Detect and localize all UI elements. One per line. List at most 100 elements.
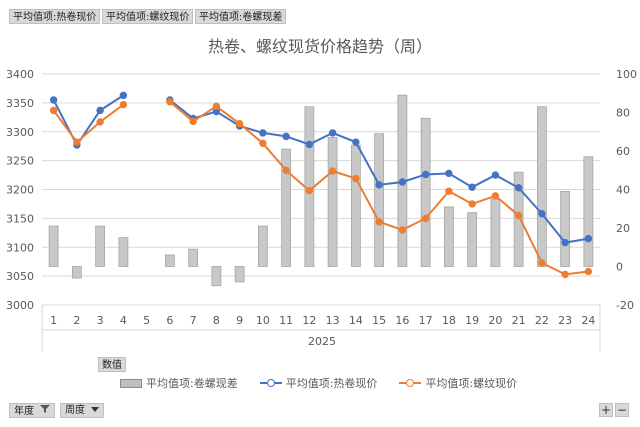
data-point xyxy=(352,174,360,183)
y-left-tick-label: 3350 xyxy=(6,97,34,110)
data-point xyxy=(561,238,569,247)
y-right-tick-label: 80 xyxy=(616,107,630,120)
grid xyxy=(41,73,601,352)
x-tick-label: 8 xyxy=(213,314,220,327)
bar xyxy=(560,191,571,267)
week-filter-label: 周度 xyxy=(65,405,85,416)
data-point xyxy=(491,192,500,200)
x-group-label: 2025 xyxy=(308,335,336,348)
bar xyxy=(374,133,385,267)
y-left-tick-label: 3400 xyxy=(6,68,34,81)
y-right-tick-label: 60 xyxy=(616,145,630,158)
data-point xyxy=(235,119,244,128)
data-point xyxy=(305,140,314,149)
bar xyxy=(467,212,478,267)
bar xyxy=(188,248,199,267)
data-point xyxy=(514,184,523,192)
data-point xyxy=(282,166,290,175)
y-left-tick-label: 3250 xyxy=(6,155,34,168)
zoom-in-button[interactable]: + xyxy=(599,403,613,417)
x-tick-label: 14 xyxy=(349,314,363,327)
year-filter-button[interactable]: 年度 xyxy=(9,403,56,419)
field-button-hot-coil[interactable]: 平均值项:热卷现价 xyxy=(9,9,101,24)
bar xyxy=(350,144,361,267)
data-point xyxy=(421,170,430,179)
bar xyxy=(490,198,501,267)
data-point xyxy=(73,138,81,146)
data-point xyxy=(468,183,476,191)
legend-label-spread: 平均值项:卷螺现差 xyxy=(146,377,238,390)
y-right-tick-label: 0 xyxy=(616,261,623,274)
data-point xyxy=(584,267,593,276)
data-point xyxy=(96,106,104,115)
x-tick-label: 4 xyxy=(120,314,127,327)
zoom-out-button[interactable]: − xyxy=(615,403,629,417)
bar xyxy=(211,266,222,287)
data-point xyxy=(468,200,476,208)
x-tick-label: 18 xyxy=(442,314,456,327)
data-point xyxy=(445,187,453,195)
x-tick-label: 11 xyxy=(279,314,293,327)
data-point xyxy=(398,226,407,234)
bar xyxy=(513,171,524,267)
bar xyxy=(536,106,547,267)
bar xyxy=(327,137,338,267)
x-tick-label: 23 xyxy=(558,314,572,327)
lines xyxy=(49,91,593,279)
data-point xyxy=(259,129,267,137)
bar xyxy=(443,206,454,267)
data-point xyxy=(445,169,453,178)
legend-item-hot-coil: 平均值项:热卷现价 xyxy=(259,375,377,391)
x-tick-label: 16 xyxy=(395,314,409,327)
data-point xyxy=(189,117,197,126)
y-left-tick-label: 3100 xyxy=(6,241,34,254)
x-tick-label: 1 xyxy=(50,314,57,327)
funnel-filter-icon xyxy=(40,404,51,419)
data-point xyxy=(259,139,267,148)
data-point xyxy=(491,171,500,179)
data-point xyxy=(398,178,407,186)
data-point xyxy=(584,234,593,243)
x-tick-label: 3 xyxy=(97,314,104,327)
data-point xyxy=(328,129,337,137)
chart-title: 热卷、螺纹现货价格趋势（周） xyxy=(208,37,432,56)
y-left-tick-label: 3200 xyxy=(6,184,34,197)
x-tick-label: 15 xyxy=(372,314,386,327)
data-point xyxy=(328,167,337,175)
field-button-values[interactable]: 数值 xyxy=(98,357,126,372)
x-tick-label: 7 xyxy=(190,314,197,327)
y-right-tick-label: 100 xyxy=(616,68,637,81)
data-point xyxy=(538,210,546,218)
y-right-tick-label: -20 xyxy=(616,299,634,312)
data-point xyxy=(49,106,58,115)
x-tick-label: 2 xyxy=(73,314,80,327)
x-tick-label: 5 xyxy=(143,314,150,327)
legend-swatch-orange-line xyxy=(399,378,422,388)
y-right-tick-label: 20 xyxy=(616,222,630,235)
x-tick-label: 21 xyxy=(512,314,526,327)
y-left-tick-label: 3050 xyxy=(6,270,34,283)
bar xyxy=(257,225,268,267)
bar xyxy=(234,266,245,283)
field-button-spread[interactable]: 平均值项:卷螺现差 xyxy=(195,9,287,24)
week-filter-button[interactable]: 周度 xyxy=(60,403,105,418)
data-point xyxy=(305,186,314,195)
data-point xyxy=(49,96,58,104)
y-left-tick-label: 3150 xyxy=(6,212,34,225)
y-left-tick-label: 3300 xyxy=(6,126,34,139)
series-line xyxy=(52,94,124,147)
x-tick-label: 20 xyxy=(488,314,502,327)
bar xyxy=(71,266,82,279)
axis-labels: 300030503100315032003250330033503400-200… xyxy=(6,68,637,327)
field-button-rebar[interactable]: 平均值项:螺纹现价 xyxy=(102,9,194,24)
year-filter-label: 年度 xyxy=(14,406,34,417)
data-point xyxy=(119,91,128,100)
bars xyxy=(48,94,594,287)
data-point xyxy=(352,138,360,146)
bar xyxy=(48,225,59,267)
x-tick-label: 12 xyxy=(302,314,316,327)
legend-swatch-blue-line xyxy=(259,378,282,388)
data-point xyxy=(282,132,290,141)
bar xyxy=(164,254,175,267)
